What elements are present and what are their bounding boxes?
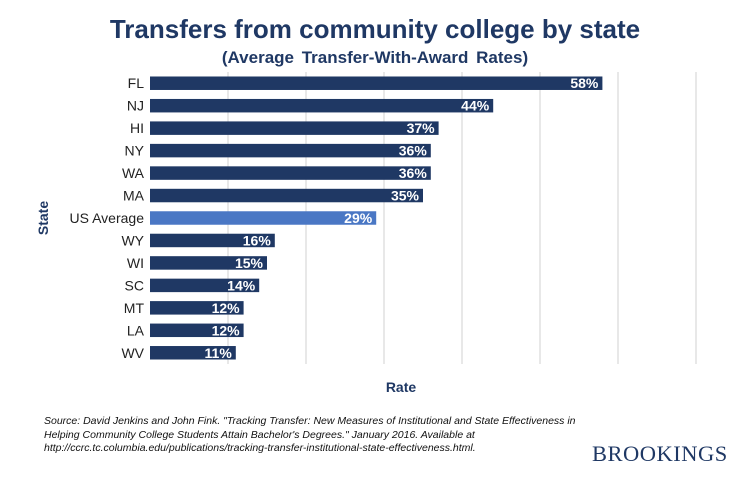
bar-la bbox=[150, 323, 244, 338]
category-label: MA bbox=[123, 188, 145, 204]
category-label: SC bbox=[125, 277, 144, 293]
data-label: 37% bbox=[407, 120, 436, 136]
bar-wi bbox=[150, 256, 267, 270]
data-label: 44% bbox=[461, 98, 490, 114]
brookings-logo: BROOKINGS bbox=[592, 441, 728, 466]
category-label: HI bbox=[130, 120, 144, 136]
category-label: LA bbox=[127, 322, 145, 338]
category-label: NY bbox=[125, 143, 145, 159]
bar-ma bbox=[150, 188, 423, 203]
data-label: 36% bbox=[399, 143, 428, 159]
category-label: WY bbox=[121, 232, 144, 248]
category-label: US Average bbox=[70, 210, 145, 226]
category-label: NJ bbox=[127, 98, 144, 114]
x-axis-title: Rate bbox=[386, 379, 417, 395]
bar-wv bbox=[150, 346, 236, 360]
category-label: WA bbox=[122, 165, 145, 181]
data-label: 35% bbox=[391, 188, 420, 204]
bar-us-average bbox=[150, 211, 377, 225]
data-label: 12% bbox=[212, 300, 241, 316]
chart-subtitle: (Average Transfer-With-Award Rates) bbox=[221, 48, 529, 67]
chart-title: Transfers from community college by stat… bbox=[109, 14, 641, 44]
category-label: FL bbox=[128, 75, 145, 91]
bar-hi bbox=[150, 121, 439, 135]
data-label: 11% bbox=[205, 345, 233, 361]
data-label: 58% bbox=[570, 75, 599, 91]
bar-sc bbox=[150, 278, 260, 293]
bar-wy bbox=[150, 233, 275, 248]
data-label: 12% bbox=[212, 322, 241, 338]
data-label: 36% bbox=[399, 165, 428, 181]
category-label: WV bbox=[121, 345, 144, 361]
bar-nj bbox=[150, 98, 494, 113]
bar-ny bbox=[150, 143, 431, 158]
source-note: Source: David Jenkins and John Fink. "Tr… bbox=[44, 415, 576, 454]
category-label: WI bbox=[127, 255, 144, 271]
data-label: 15% bbox=[235, 255, 264, 271]
data-label: 29% bbox=[344, 210, 373, 226]
bar-wa bbox=[150, 166, 431, 180]
data-label: 16% bbox=[243, 232, 272, 248]
bar-mt bbox=[150, 301, 244, 315]
data-label: 14% bbox=[227, 277, 256, 293]
bar-fl bbox=[150, 76, 603, 90]
category-label: MT bbox=[124, 300, 145, 316]
y-axis-title: State bbox=[35, 201, 51, 235]
